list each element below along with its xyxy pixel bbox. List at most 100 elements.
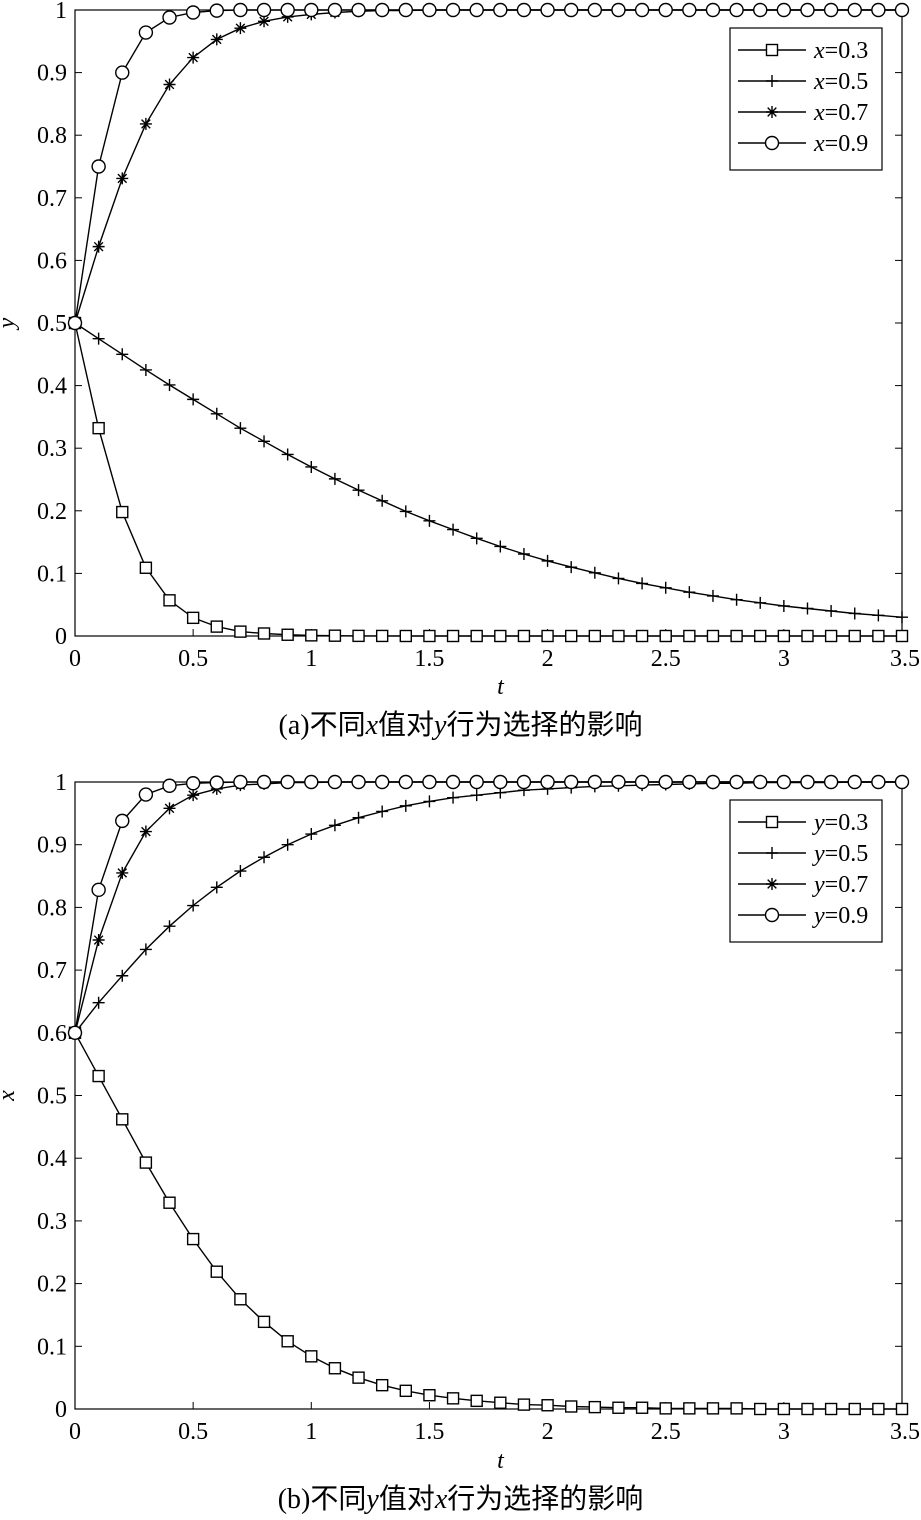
legend-entry-label: x=0.3 <box>813 38 868 64</box>
data-point <box>565 629 578 643</box>
data-point <box>186 611 200 625</box>
data-point <box>777 599 790 612</box>
x-axis-label: t <box>497 674 505 700</box>
data-point <box>777 1402 791 1416</box>
y-tick-label: 0.5 <box>37 1084 67 1110</box>
caption-a: (a)不同x值对y行为选择的影响 <box>0 703 921 743</box>
data-point <box>163 378 176 391</box>
y-tick-label: 0.6 <box>37 248 67 274</box>
data-point <box>445 2 461 18</box>
x-tick-label: 3 <box>778 1419 790 1445</box>
data-point <box>872 1402 885 1416</box>
data-point <box>422 774 437 790</box>
data-point <box>328 629 342 642</box>
data-point <box>162 10 177 25</box>
data-point <box>352 811 365 824</box>
data-point <box>305 460 318 473</box>
data-point <box>376 494 389 507</box>
data-point <box>256 774 272 790</box>
legend-entry-label: y=0.5 <box>812 841 868 867</box>
x-tick-label: 1 <box>305 646 317 672</box>
data-point <box>92 240 105 253</box>
data-point <box>116 969 129 982</box>
data-point <box>587 2 603 18</box>
data-point <box>139 943 152 956</box>
data-point <box>234 625 247 638</box>
data-point <box>683 586 696 599</box>
data-point <box>256 2 272 18</box>
data-point <box>423 1389 436 1402</box>
data-point <box>541 554 554 567</box>
legend-marker <box>765 43 779 57</box>
data-point <box>185 5 201 20</box>
x-tick-label: 2.5 <box>651 1419 681 1445</box>
caption-a-var-1: x <box>365 710 379 741</box>
data-point <box>847 774 862 790</box>
y-tick-label: 0 <box>55 1397 67 1423</box>
data-point <box>374 774 390 790</box>
data-point <box>730 593 743 606</box>
data-point <box>682 774 697 790</box>
data-point <box>399 1384 412 1398</box>
data-point <box>328 1362 342 1375</box>
y-tick-label: 0 <box>55 624 67 650</box>
data-point <box>729 2 744 18</box>
data-point <box>540 774 555 790</box>
data-point <box>447 523 460 536</box>
data-point <box>895 629 909 643</box>
data-point <box>352 1371 365 1384</box>
data-point <box>848 629 861 643</box>
data-point <box>801 629 814 643</box>
data-point <box>139 1156 153 1169</box>
y-tick-label: 0.7 <box>37 186 67 212</box>
data-point <box>587 774 603 790</box>
data-point <box>588 629 602 643</box>
data-point <box>234 22 247 35</box>
data-point <box>116 505 129 519</box>
data-point <box>564 2 579 18</box>
data-point <box>540 2 555 18</box>
data-point <box>187 393 200 406</box>
data-point <box>163 920 176 933</box>
y-tick-label: 0.9 <box>37 833 67 859</box>
series-square <box>68 316 909 643</box>
series-circle <box>67 774 910 1041</box>
data-point <box>210 881 223 894</box>
data-point <box>516 774 532 790</box>
data-point <box>872 629 885 643</box>
data-point <box>305 629 318 642</box>
data-point <box>541 1399 554 1412</box>
data-point <box>234 865 247 878</box>
data-point <box>258 435 271 448</box>
series-line <box>74 322 902 637</box>
data-point <box>753 2 768 18</box>
data-point <box>705 2 721 18</box>
data-point <box>824 629 838 643</box>
legend-entry-label: x=0.7 <box>813 100 868 126</box>
data-point <box>280 774 295 790</box>
data-point <box>894 2 910 18</box>
data-point <box>565 561 578 574</box>
data-point <box>611 2 626 18</box>
y-tick-label: 0.4 <box>37 374 67 400</box>
data-point <box>233 774 248 790</box>
data-point <box>517 629 531 643</box>
caption-a-text-2: 值对 <box>378 710 435 741</box>
data-point <box>91 159 106 174</box>
data-point <box>139 117 152 130</box>
data-point <box>800 774 815 790</box>
y-tick-label: 1 <box>55 770 67 796</box>
legend-frame <box>729 27 883 171</box>
data-point <box>658 774 673 790</box>
data-point <box>185 776 201 791</box>
y-tick-label: 0.1 <box>37 1334 67 1360</box>
data-point <box>139 825 152 838</box>
data-point <box>659 629 672 643</box>
legend-marker <box>764 135 780 151</box>
y-tick-label: 0.9 <box>37 61 67 87</box>
legend-entry-label: x=0.5 <box>813 69 868 95</box>
data-point <box>494 1396 507 1409</box>
data-point <box>351 2 366 18</box>
data-point <box>565 1400 578 1413</box>
data-point <box>612 572 625 585</box>
